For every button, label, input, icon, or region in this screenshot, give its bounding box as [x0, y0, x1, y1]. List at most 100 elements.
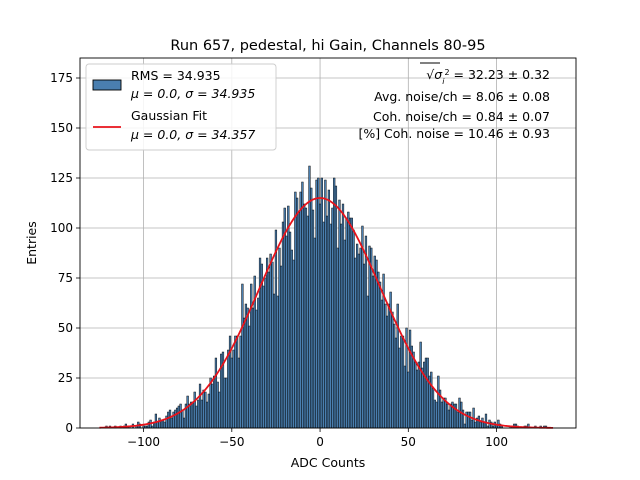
histogram-bar [161, 419, 165, 429]
histogram-bar [393, 323, 396, 429]
histogram-bar [311, 209, 315, 429]
histogram-bar [468, 411, 472, 429]
histogram-bar [292, 259, 295, 429]
histogram-bar [223, 377, 226, 429]
chart-title: Run 657, pedestal, hi Gain, Channels 80-… [170, 38, 485, 54]
histogram-bar [354, 257, 357, 429]
histogram-bar [190, 401, 193, 429]
annotation-coh-percent: [%] Coh. noise = 10.46 ± 0.93 [358, 126, 550, 141]
histogram-bar [163, 421, 166, 429]
histogram-bar [414, 361, 417, 429]
histogram-bar [384, 303, 387, 429]
histogram-bar [241, 283, 244, 429]
x-tick-label: −100 [127, 435, 160, 449]
histogram-bar [340, 223, 343, 429]
histogram-bar [350, 217, 353, 429]
histogram-bar [276, 295, 279, 429]
histogram-bar [481, 417, 484, 429]
histogram-bar [417, 361, 421, 429]
histogram-bar [433, 399, 436, 429]
histogram-bar [373, 255, 376, 429]
histogram-bar [290, 249, 293, 429]
histogram-bar [377, 271, 380, 429]
histogram-bar [265, 257, 269, 429]
histogram-bar [326, 215, 329, 429]
histogram-bar [303, 203, 306, 429]
histogram-bar [198, 383, 202, 429]
histogram-bar [313, 237, 316, 429]
histogram-bar [403, 365, 406, 429]
y-tick-label: 150 [50, 121, 73, 135]
histogram-bar [243, 317, 246, 429]
histogram-bar [234, 335, 237, 429]
histogram-bar [334, 185, 338, 429]
histogram-bar [442, 397, 445, 429]
y-tick-label: 175 [50, 71, 73, 85]
histogram-bar [179, 403, 182, 429]
histogram-bar [158, 417, 161, 429]
histogram-bar [280, 265, 283, 429]
histogram-bar [271, 261, 274, 429]
histogram-bar [235, 335, 239, 429]
legend-frame [85, 63, 277, 151]
histogram-bar [345, 217, 348, 429]
histogram-bar [371, 275, 375, 429]
histogram-bar [431, 387, 435, 429]
histogram-bar [400, 335, 403, 429]
histogram-bar [174, 409, 177, 429]
histogram-bar [237, 357, 240, 429]
histogram-bar [440, 401, 443, 429]
gaussian-fit-curve [99, 197, 554, 429]
legend-histogram-stats: μ = 0.0, σ = 34.935 [130, 86, 255, 101]
histogram-bar [308, 165, 311, 429]
histogram-bar [175, 407, 179, 429]
histogram-bar [248, 325, 251, 429]
histogram-bar [195, 405, 198, 429]
histogram-bar [278, 247, 281, 429]
histogram-bar [202, 389, 205, 429]
histogram-bar [446, 403, 449, 429]
histogram-bar [456, 411, 459, 429]
histogram-bar [181, 409, 184, 429]
x-tick-label: 100 [485, 435, 508, 449]
legend-fit-stats: μ = 0.0, σ = 34.357 [130, 127, 255, 142]
y-tick-label: 125 [50, 171, 73, 185]
histogram-bar [205, 401, 209, 429]
histogram-bar [257, 297, 260, 429]
histogram-bar [322, 221, 325, 429]
histogram-bar [296, 197, 299, 429]
histogram-bar [401, 335, 405, 429]
histogram-bar [437, 375, 440, 429]
histogram-bar [423, 361, 426, 429]
x-axis-label: ADC Counts [291, 455, 366, 470]
histogram-bar [264, 277, 267, 429]
histogram-bar [310, 187, 313, 429]
histogram-bar [477, 415, 481, 429]
histogram-bar [375, 259, 378, 429]
histogram-bar [460, 401, 463, 429]
histogram-bar [168, 409, 172, 429]
histogram-bar [156, 421, 159, 429]
histogram-bar [191, 401, 195, 429]
annotation-sigma-rms: √σi2 = 32.23 ± 0.32 [426, 67, 550, 86]
histogram-bar [408, 329, 412, 429]
histogram-bar [364, 235, 368, 429]
histogram-bar [260, 263, 263, 429]
y-tick-label: 50 [58, 321, 73, 335]
histogram-bar [209, 377, 212, 429]
histogram-bar [218, 391, 221, 429]
histogram-bar [447, 409, 451, 429]
histogram-bar [391, 311, 394, 429]
histogram-bar [227, 349, 230, 429]
histogram-bar [183, 417, 186, 429]
histogram-bar [380, 299, 383, 429]
histogram-bar [154, 413, 158, 429]
histogram-bar [230, 357, 233, 429]
histogram-bar [197, 399, 200, 429]
histogram-bar [386, 315, 389, 429]
histogram-bar [424, 357, 428, 429]
histogram-bar [167, 411, 170, 429]
histogram-bar [378, 281, 382, 429]
annotation-avg-noise: Avg. noise/ch = 8.06 ± 0.08 [374, 89, 550, 104]
